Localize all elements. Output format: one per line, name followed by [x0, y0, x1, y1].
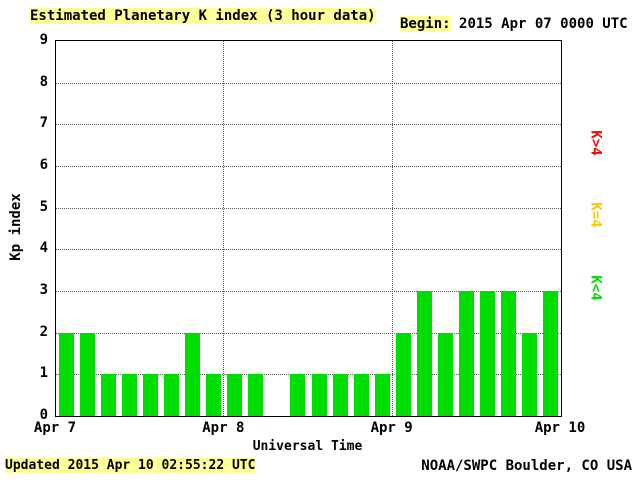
kp-bar: [374, 374, 390, 416]
y-tick-label: 1: [39, 365, 48, 382]
kp-bar: [59, 332, 75, 416]
kp-bar: [500, 291, 516, 416]
begin-row: Begin: 2015 Apr 07 0000 UTC: [400, 16, 628, 32]
kp-bar: [437, 332, 453, 416]
gridline-vertical: [223, 41, 225, 416]
updated-timestamp: Updated 2015 Apr 10 02:55:22 UTC: [5, 458, 256, 473]
legend-label: K=4: [587, 202, 604, 228]
gridline-vertical: [391, 41, 393, 416]
legend-label: K>4: [587, 130, 604, 156]
y-tick-label: 7: [39, 115, 48, 132]
kp-bar: [521, 332, 537, 416]
kp-bar: [416, 291, 432, 416]
legend-item: K<4: [578, 266, 614, 310]
kp-bar: [185, 332, 201, 416]
chart-title: Estimated Planetary K index (3 hour data…: [30, 8, 376, 24]
kp-bar: [80, 332, 96, 416]
gridline-horizontal: [56, 166, 561, 167]
y-tick-label: 8: [39, 73, 48, 90]
begin-value: 2015 Apr 07 0000 UTC: [459, 16, 628, 32]
gridline-horizontal: [56, 332, 561, 334]
x-tick-label: Apr 7: [33, 420, 77, 436]
y-tick-label: 5: [39, 198, 48, 215]
begin-label: Begin:: [400, 16, 451, 32]
kp-bar: [395, 332, 411, 416]
legend-item: K>4: [578, 121, 614, 165]
kp-bar: [458, 291, 474, 416]
legend-label: K<4: [587, 275, 604, 301]
y-tick-label: 3: [39, 282, 48, 298]
plot-area: [55, 40, 562, 417]
source-credit: NOAA/SWPC Boulder, CO USA: [421, 458, 632, 474]
gridline-horizontal: [56, 82, 561, 84]
y-axis-label: Kp index: [8, 193, 24, 261]
x-tick-label: Apr 9: [370, 420, 413, 436]
kp-bar: [122, 374, 138, 416]
kp-bar: [479, 291, 495, 416]
gridline-horizontal: [56, 124, 561, 126]
kp-bar: [143, 374, 159, 416]
legend-item: K=4: [578, 193, 614, 237]
kp-bar: [311, 374, 327, 416]
kp-bar: [542, 291, 558, 416]
y-tick-label: 9: [39, 32, 48, 48]
x-tick-label: Apr 10: [534, 420, 586, 436]
kp-bar: [227, 374, 243, 416]
gridline-horizontal: [56, 374, 561, 376]
gridline-horizontal: [56, 207, 561, 209]
kp-bar: [290, 374, 306, 416]
y-tick-label: 4: [39, 240, 48, 257]
kp-bar: [206, 374, 222, 416]
kp-bar: [248, 374, 264, 416]
y-tick-label: 2: [39, 323, 48, 340]
kp-bar: [101, 374, 117, 416]
y-tick-label: 6: [39, 157, 48, 173]
y-tick-label: 0: [39, 407, 48, 423]
kp-bar: [164, 374, 180, 416]
x-tick-label: Apr 8: [202, 420, 245, 436]
kp-bar: [353, 374, 369, 416]
x-axis-label: Universal Time: [252, 439, 363, 454]
kp-bar: [332, 374, 348, 416]
gridline-horizontal: [56, 249, 561, 251]
gridline-horizontal: [56, 291, 561, 292]
